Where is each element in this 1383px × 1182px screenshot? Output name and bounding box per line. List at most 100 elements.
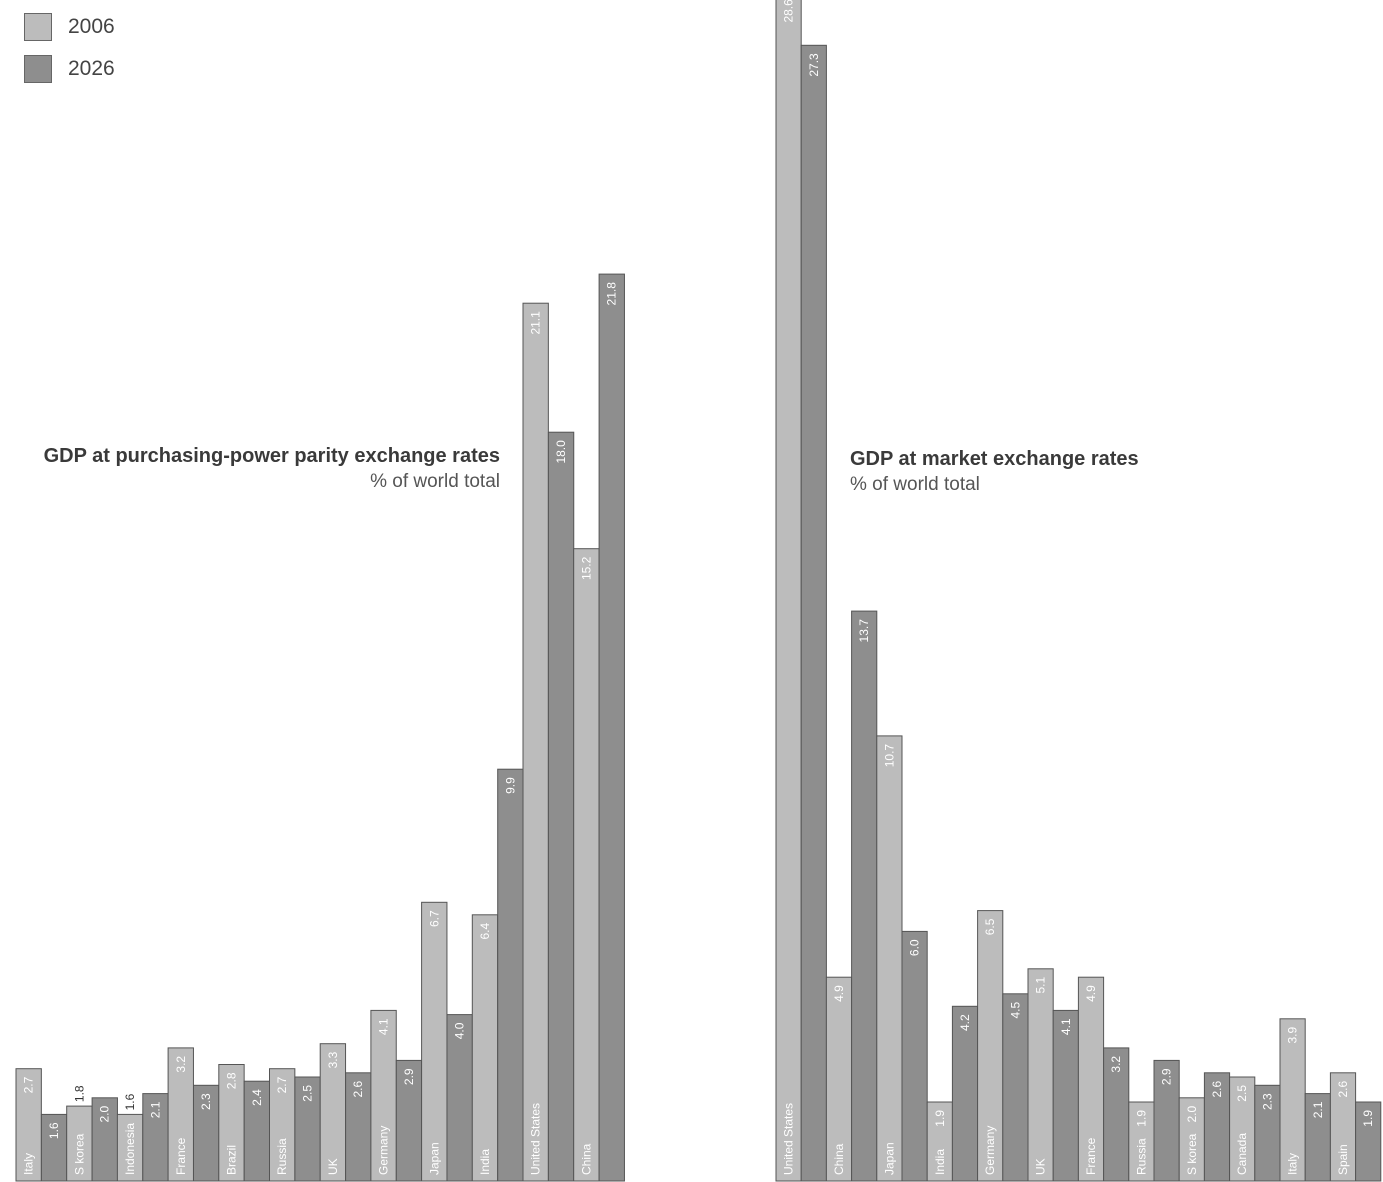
legend-item-2026: 2026 [24, 54, 115, 84]
ppp-country-label: France [174, 1137, 188, 1175]
ppp-bar [497, 768, 524, 1182]
market-value-label: 4.1 [1059, 1018, 1073, 1035]
ppp-value-label: 3.3 [326, 1051, 340, 1068]
ppp-value-label: 15.2 [579, 556, 593, 580]
market-value-label: 27.3 [807, 53, 821, 77]
ppp-value-label: 2.4 [250, 1089, 264, 1106]
ppp-value-label: 1.6 [123, 1093, 137, 1110]
ppp-chart-title: GDP at purchasing-power parity exchange … [43, 445, 500, 467]
market-chart-subtitle: % of world total [850, 474, 980, 495]
market-bar [876, 735, 903, 1182]
market-value-label: 13.7 [857, 619, 871, 643]
market-value-label: 1.9 [1361, 1110, 1375, 1127]
market-value-label: 4.9 [832, 985, 846, 1002]
ppp-bar [446, 1014, 473, 1182]
market-value-label: 4.9 [1084, 985, 1098, 1002]
ppp-bar [547, 431, 575, 1182]
ppp-value-label: 18.0 [554, 440, 568, 464]
ppp-bar [598, 273, 625, 1182]
ppp-value-label: 2.1 [148, 1101, 162, 1118]
market-value-label: 4.2 [958, 1014, 972, 1031]
market-bar [1153, 1059, 1180, 1182]
market-country-label: Spain [1336, 1144, 1350, 1175]
ppp-country-label: Russia [275, 1138, 289, 1175]
ppp-value-label: 2.6 [351, 1080, 365, 1097]
market-chart-title: GDP at market exchange rates [850, 448, 1139, 470]
ppp-value-label: 2.7 [275, 1076, 289, 1093]
ppp-country-label: UK [326, 1158, 340, 1175]
ppp-bar [218, 1064, 245, 1182]
market-bar [1203, 1072, 1231, 1182]
market-bar [1304, 1093, 1331, 1182]
market-bar [825, 976, 853, 1182]
ppp-country-label: Japan [427, 1142, 441, 1175]
ppp-value-label: 2.5 [301, 1085, 315, 1102]
ppp-country-label: China [579, 1143, 593, 1175]
market-country-label: China [832, 1143, 846, 1175]
ppp-value-label: 1.8 [72, 1085, 86, 1102]
ppp-country-label: Germany [377, 1126, 391, 1175]
ppp-chart-subtitle: % of world total [370, 471, 500, 492]
ppp-country-label: Brazil [225, 1145, 239, 1175]
ppp-value-label: 4.1 [377, 1018, 391, 1035]
ppp-country-label: S korea [72, 1133, 86, 1175]
ppp-bar [15, 1068, 42, 1182]
ppp-value-label: 4.0 [453, 1022, 467, 1039]
ppp-value-label: 1.6 [47, 1122, 61, 1139]
market-bar [800, 44, 827, 1182]
market-value-label: 28.6 [782, 0, 796, 23]
market-bar [1229, 1076, 1256, 1182]
legend-label-2026: 2026 [68, 57, 115, 80]
market-value-label: 2.3 [1260, 1093, 1274, 1110]
ppp-bar [142, 1093, 169, 1182]
market-country-label: Italy [1286, 1153, 1300, 1175]
ppp-bar [40, 1113, 68, 1182]
ppp-bar [167, 1047, 194, 1182]
market-value-label: 3.2 [1109, 1056, 1123, 1073]
ppp-country-label: United States [529, 1103, 543, 1175]
market-country-label: UK [1034, 1158, 1048, 1175]
ppp-value-label: 21.8 [605, 282, 619, 306]
market-value-label: 3.9 [1286, 1026, 1300, 1043]
legend-swatch-2006 [24, 13, 52, 41]
market-value-label: 6.0 [908, 939, 922, 956]
market-bar [851, 610, 878, 1182]
market-country-label: Germany [983, 1126, 997, 1175]
market-bar [775, 0, 802, 1182]
legend-swatch-2026 [24, 55, 52, 83]
market-country-label: S korea [1185, 1133, 1199, 1175]
ppp-country-label: Italy [22, 1153, 36, 1175]
market-bar [1077, 976, 1105, 1182]
market-value-label: 2.5 [1235, 1085, 1249, 1102]
ppp-country-label: Indonesia [123, 1123, 137, 1175]
market-country-label: France [1084, 1137, 1098, 1175]
market-value-label: 1.9 [1134, 1110, 1148, 1127]
ppp-value-label: 3.2 [174, 1056, 188, 1073]
market-value-label: 4.5 [1008, 1001, 1022, 1018]
ppp-value-label: 6.7 [427, 910, 441, 927]
market-value-label: 2.0 [1185, 1105, 1199, 1122]
market-value-label: 2.1 [1311, 1101, 1325, 1118]
ppp-value-label: 2.7 [22, 1076, 36, 1093]
ppp-bar [522, 302, 549, 1182]
market-country-label: Russia [1134, 1138, 1148, 1175]
ppp-value-label: 6.4 [478, 922, 492, 939]
market-value-label: 5.1 [1034, 976, 1048, 993]
market-bar [901, 930, 928, 1182]
market-bar [1254, 1084, 1281, 1182]
ppp-bar [294, 1076, 321, 1182]
market-bars: United States 28.6 27.3 China 4.9 13.7 Japan 10… [775, 0, 1382, 1182]
legend: 2006 2026 [24, 12, 115, 96]
ppp-bar [471, 914, 499, 1182]
ppp-bar [66, 1105, 93, 1182]
market-value-label: 2.9 [1160, 1068, 1174, 1085]
ppp-country-label: India [478, 1149, 492, 1175]
ppp-value-label: 2.0 [98, 1105, 112, 1122]
market-bar [951, 1005, 979, 1182]
ppp-bar [116, 1113, 144, 1182]
ppp-value-label: 21.1 [529, 311, 543, 335]
ppp-value-label: 2.3 [199, 1093, 213, 1110]
ppp-bars: Italy 2.7 1.6 S korea 1.8 2.0 Indonesia 1.6 2.1 F… [15, 273, 625, 1182]
market-country-label: Canada [1235, 1133, 1249, 1175]
